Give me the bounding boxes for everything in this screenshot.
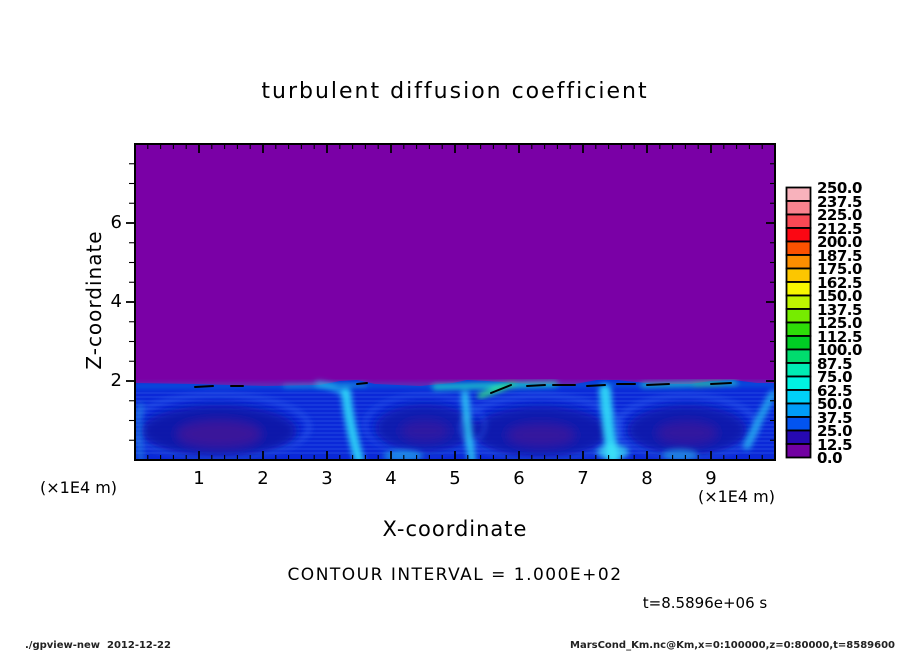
colorbar-cell (785, 362, 812, 378)
colorbar-cell (785, 348, 812, 364)
colorbar-cell (785, 429, 812, 445)
x-axis-label: X-coordinate (382, 517, 528, 541)
colorbar-label: 62.5 (817, 381, 853, 400)
plot-canvas (126, 143, 776, 461)
y-tick-label: 6 (110, 212, 122, 233)
colorbar-label: 12.5 (817, 435, 853, 454)
colorbar-cell (785, 281, 812, 297)
colorbar-label: 187.5 (817, 246, 862, 265)
colorbar-label: 75.0 (817, 368, 853, 386)
x-tick-label: 7 (577, 468, 589, 489)
y-axis-units: (×1E4 m) (40, 478, 118, 497)
colorbar-cell (785, 240, 812, 256)
colorbar-cell (785, 375, 812, 391)
colorbar-label: 225.0 (817, 206, 862, 224)
x-tick-label: 3 (321, 468, 333, 489)
colorbar-label: 100.0 (817, 341, 862, 359)
colorbar-cell (785, 227, 812, 243)
colorbar-cell (785, 200, 812, 216)
colorbar-label: 250.0 (817, 179, 862, 197)
colorbar-label: 150.0 (817, 287, 862, 305)
plot-field (126, 143, 776, 461)
colorbar-label: 25.0 (817, 422, 853, 440)
zero-value-region (135, 144, 775, 386)
y-tick-label: 2 (110, 370, 122, 391)
colorbar-label: 200.0 (817, 233, 862, 251)
plot-frame (134, 143, 776, 461)
colorbar-label: 162.5 (817, 273, 862, 292)
upwelling-plumes (135, 381, 775, 460)
x-tick-label: 8 (641, 468, 653, 489)
contour-interval-note: CONTOUR INTERVAL = 1.000E+02 (287, 565, 623, 585)
colorbar-cell (785, 254, 812, 270)
x-tick-label: 6 (513, 468, 525, 489)
x-tick-label: 4 (385, 468, 397, 489)
x-tick-label: 1 (193, 468, 205, 489)
colorbar-label: 50.0 (817, 395, 853, 413)
colorbar-cell (785, 321, 812, 337)
colorbar-label: 87.5 (817, 354, 853, 373)
colorbar-label: 37.5 (817, 408, 853, 427)
x-tick-label: 5 (449, 468, 461, 489)
x-tick-label: 2 (257, 468, 269, 489)
contour-segments (194, 382, 732, 394)
colorbar-cell (785, 335, 812, 351)
colorbar-cell (785, 443, 812, 459)
colorbar-label: 212.5 (817, 219, 862, 238)
plot-title: turbulent diffusion coefficient (261, 79, 649, 104)
x-axis-units: (×1E4 m) (697, 487, 775, 506)
colorbar-cell (785, 294, 812, 310)
footer-dataset: MarsCond_Km.nc@Km,x=0:100000,z=0:80000,t… (570, 640, 895, 651)
colorbar-label: 237.5 (817, 192, 862, 211)
vortex-cores (141, 404, 747, 458)
colorbar-cell (785, 267, 812, 283)
y-tick-label: 4 (110, 291, 122, 312)
colorbar-label: 125.0 (817, 314, 862, 332)
time-annotation: t=8.5896e+06 s (642, 594, 768, 612)
colorbar (785, 186, 812, 459)
colorbar-label: 175.0 (817, 260, 862, 278)
colorbar-cell (785, 308, 812, 324)
colorbar-label: 112.5 (817, 327, 862, 346)
footer-command: ./gpview-new 2012-12-22 (25, 640, 171, 651)
colorbar-cell (785, 213, 812, 229)
colorbar-label: 137.5 (817, 300, 862, 319)
colorbar-cell (785, 186, 812, 202)
colorbar-cell (785, 389, 812, 405)
x-tick-label: 9 (705, 468, 717, 489)
colorbar-cell (785, 402, 812, 418)
colorbar-cell (785, 416, 812, 432)
colorbar-label: 0.0 (817, 449, 843, 467)
